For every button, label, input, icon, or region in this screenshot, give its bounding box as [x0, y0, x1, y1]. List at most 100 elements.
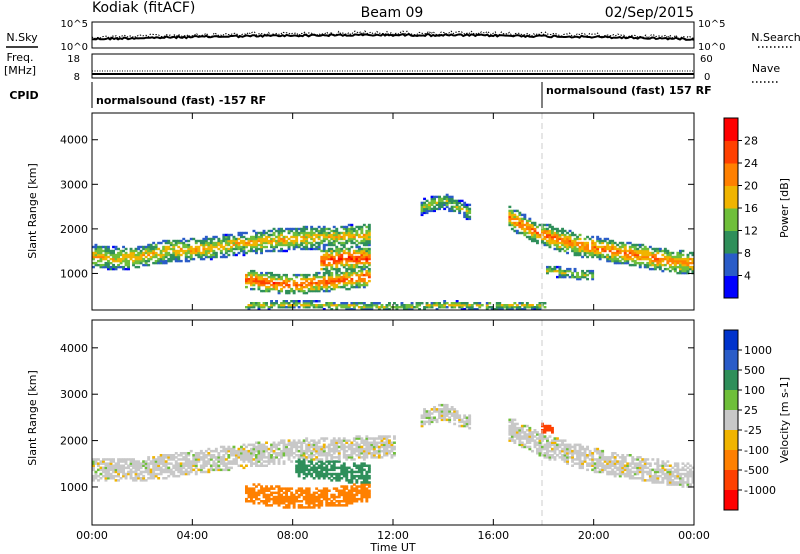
heatmap-cell: [162, 464, 166, 467]
heatmap-cell: [440, 304, 444, 307]
heatmap-cell: [345, 259, 349, 263]
heatmap-cell: [257, 231, 261, 235]
heatmap-cell: [287, 285, 291, 289]
heatmap-cell: [262, 231, 266, 235]
heatmap-cell: [282, 241, 286, 245]
heatmap-cell: [217, 239, 221, 243]
heatmap-cell: [157, 247, 161, 251]
heatmap-cell: [112, 245, 115, 249]
heatmap-cell: [536, 225, 539, 229]
heatmap-cell: [285, 279, 288, 283]
heatmap-cell: [372, 439, 376, 442]
heatmap-cell: [262, 456, 266, 459]
heatmap-cell: [546, 447, 549, 451]
heatmap-cell: [360, 462, 364, 465]
heatmap-cell: [282, 239, 286, 243]
heatmap-cell: [556, 445, 559, 449]
heatmap-cell: [335, 237, 339, 241]
heatmap-cell: [510, 306, 514, 309]
heatmap-cell: [666, 255, 670, 259]
heatmap-cell: [360, 247, 364, 251]
heatmap-cell: [307, 489, 311, 492]
heatmap-cell: [272, 287, 276, 291]
heatmap-cell: [337, 474, 341, 478]
heatmap-cell: [224, 466, 228, 470]
heatmap-cell: [345, 233, 349, 237]
heatmap-cell: [621, 464, 625, 467]
heatmap-cell: [187, 470, 191, 474]
heatmap-cell: [92, 261, 95, 265]
heatmap-cell: [102, 468, 105, 472]
heatmap-cell: [267, 249, 271, 253]
heatmap-cell: [362, 249, 366, 253]
heatmap-cell: [290, 452, 294, 455]
heatmap-cell: [546, 239, 549, 243]
heatmap-cell: [169, 247, 173, 251]
heatmap-cell: [679, 251, 682, 255]
heatmap-cell: [367, 449, 371, 453]
heatmap-cell: [638, 468, 642, 472]
heatmap-cell: [280, 439, 283, 442]
heatmap-cell: [227, 249, 231, 253]
heatmap-cell: [350, 454, 354, 457]
heatmap-cell: [541, 424, 544, 428]
heatmap-cell: [257, 235, 261, 239]
heatmap-cell: [265, 489, 268, 492]
heatmap-cell: [423, 197, 426, 201]
heatmap-cell: [320, 470, 324, 474]
heatmap-cell: [152, 456, 156, 459]
heatmap-cell: [335, 487, 339, 490]
heatmap-cell: [425, 211, 429, 215]
heatmap-cell: [561, 229, 564, 233]
heatmap-cell: [139, 472, 143, 476]
heatmap-cell: [352, 235, 356, 239]
heatmap-cell: [327, 468, 331, 472]
heatmap-cell: [162, 257, 166, 261]
heatmap-cell: [262, 495, 266, 499]
heatmap-cell: [307, 231, 311, 235]
heatmap-cell: [227, 243, 231, 247]
heatmap-cell: [325, 493, 329, 497]
heatmap-cell: [332, 243, 336, 247]
heatmap-cell: [260, 239, 263, 243]
x-tick-label: 00:00: [76, 529, 108, 542]
heatmap-cell: [377, 302, 381, 305]
heatmap-cell: [342, 273, 346, 277]
heatmap-cell: [235, 237, 238, 241]
heatmap-cell: [673, 267, 677, 271]
heatmap-cell: [586, 456, 589, 459]
heatmap-cell: [167, 241, 171, 245]
heatmap-cell: [350, 489, 354, 492]
heatmap-cell: [257, 493, 261, 497]
heatmap-cell: [520, 302, 524, 305]
heatmap-cell: [297, 449, 301, 453]
heatmap-cell: [345, 283, 349, 287]
heatmap-cell: [350, 487, 354, 490]
heatmap-cell: [568, 443, 572, 447]
heatmap-cell: [365, 483, 369, 486]
heatmap-cell: [137, 257, 141, 261]
heatmap-cell: [307, 247, 311, 251]
heatmap-cell: [666, 481, 670, 484]
heatmap-cell: [518, 221, 522, 225]
heatmap-cell: [209, 454, 213, 457]
heatmap-cell: [679, 265, 682, 269]
heatmap-cell: [668, 464, 672, 467]
heatmap-cell: [242, 253, 246, 257]
heatmap-cell: [302, 452, 306, 455]
heatmap-cell: [443, 300, 447, 303]
heatmap-cell: [242, 239, 246, 243]
heatmap-cell: [631, 462, 635, 465]
heatmap-cell: [157, 477, 161, 480]
heatmap-cell: [302, 273, 306, 277]
heatmap-cell: [102, 470, 105, 474]
heatmap-cell: [388, 304, 391, 307]
heatmap-cell: [214, 243, 218, 247]
heatmap-cell: [367, 233, 371, 237]
heatmap-cell: [219, 239, 223, 243]
heatmap-cell: [360, 253, 364, 257]
heatmap-cell: [367, 493, 371, 497]
heatmap-cell: [613, 257, 617, 261]
